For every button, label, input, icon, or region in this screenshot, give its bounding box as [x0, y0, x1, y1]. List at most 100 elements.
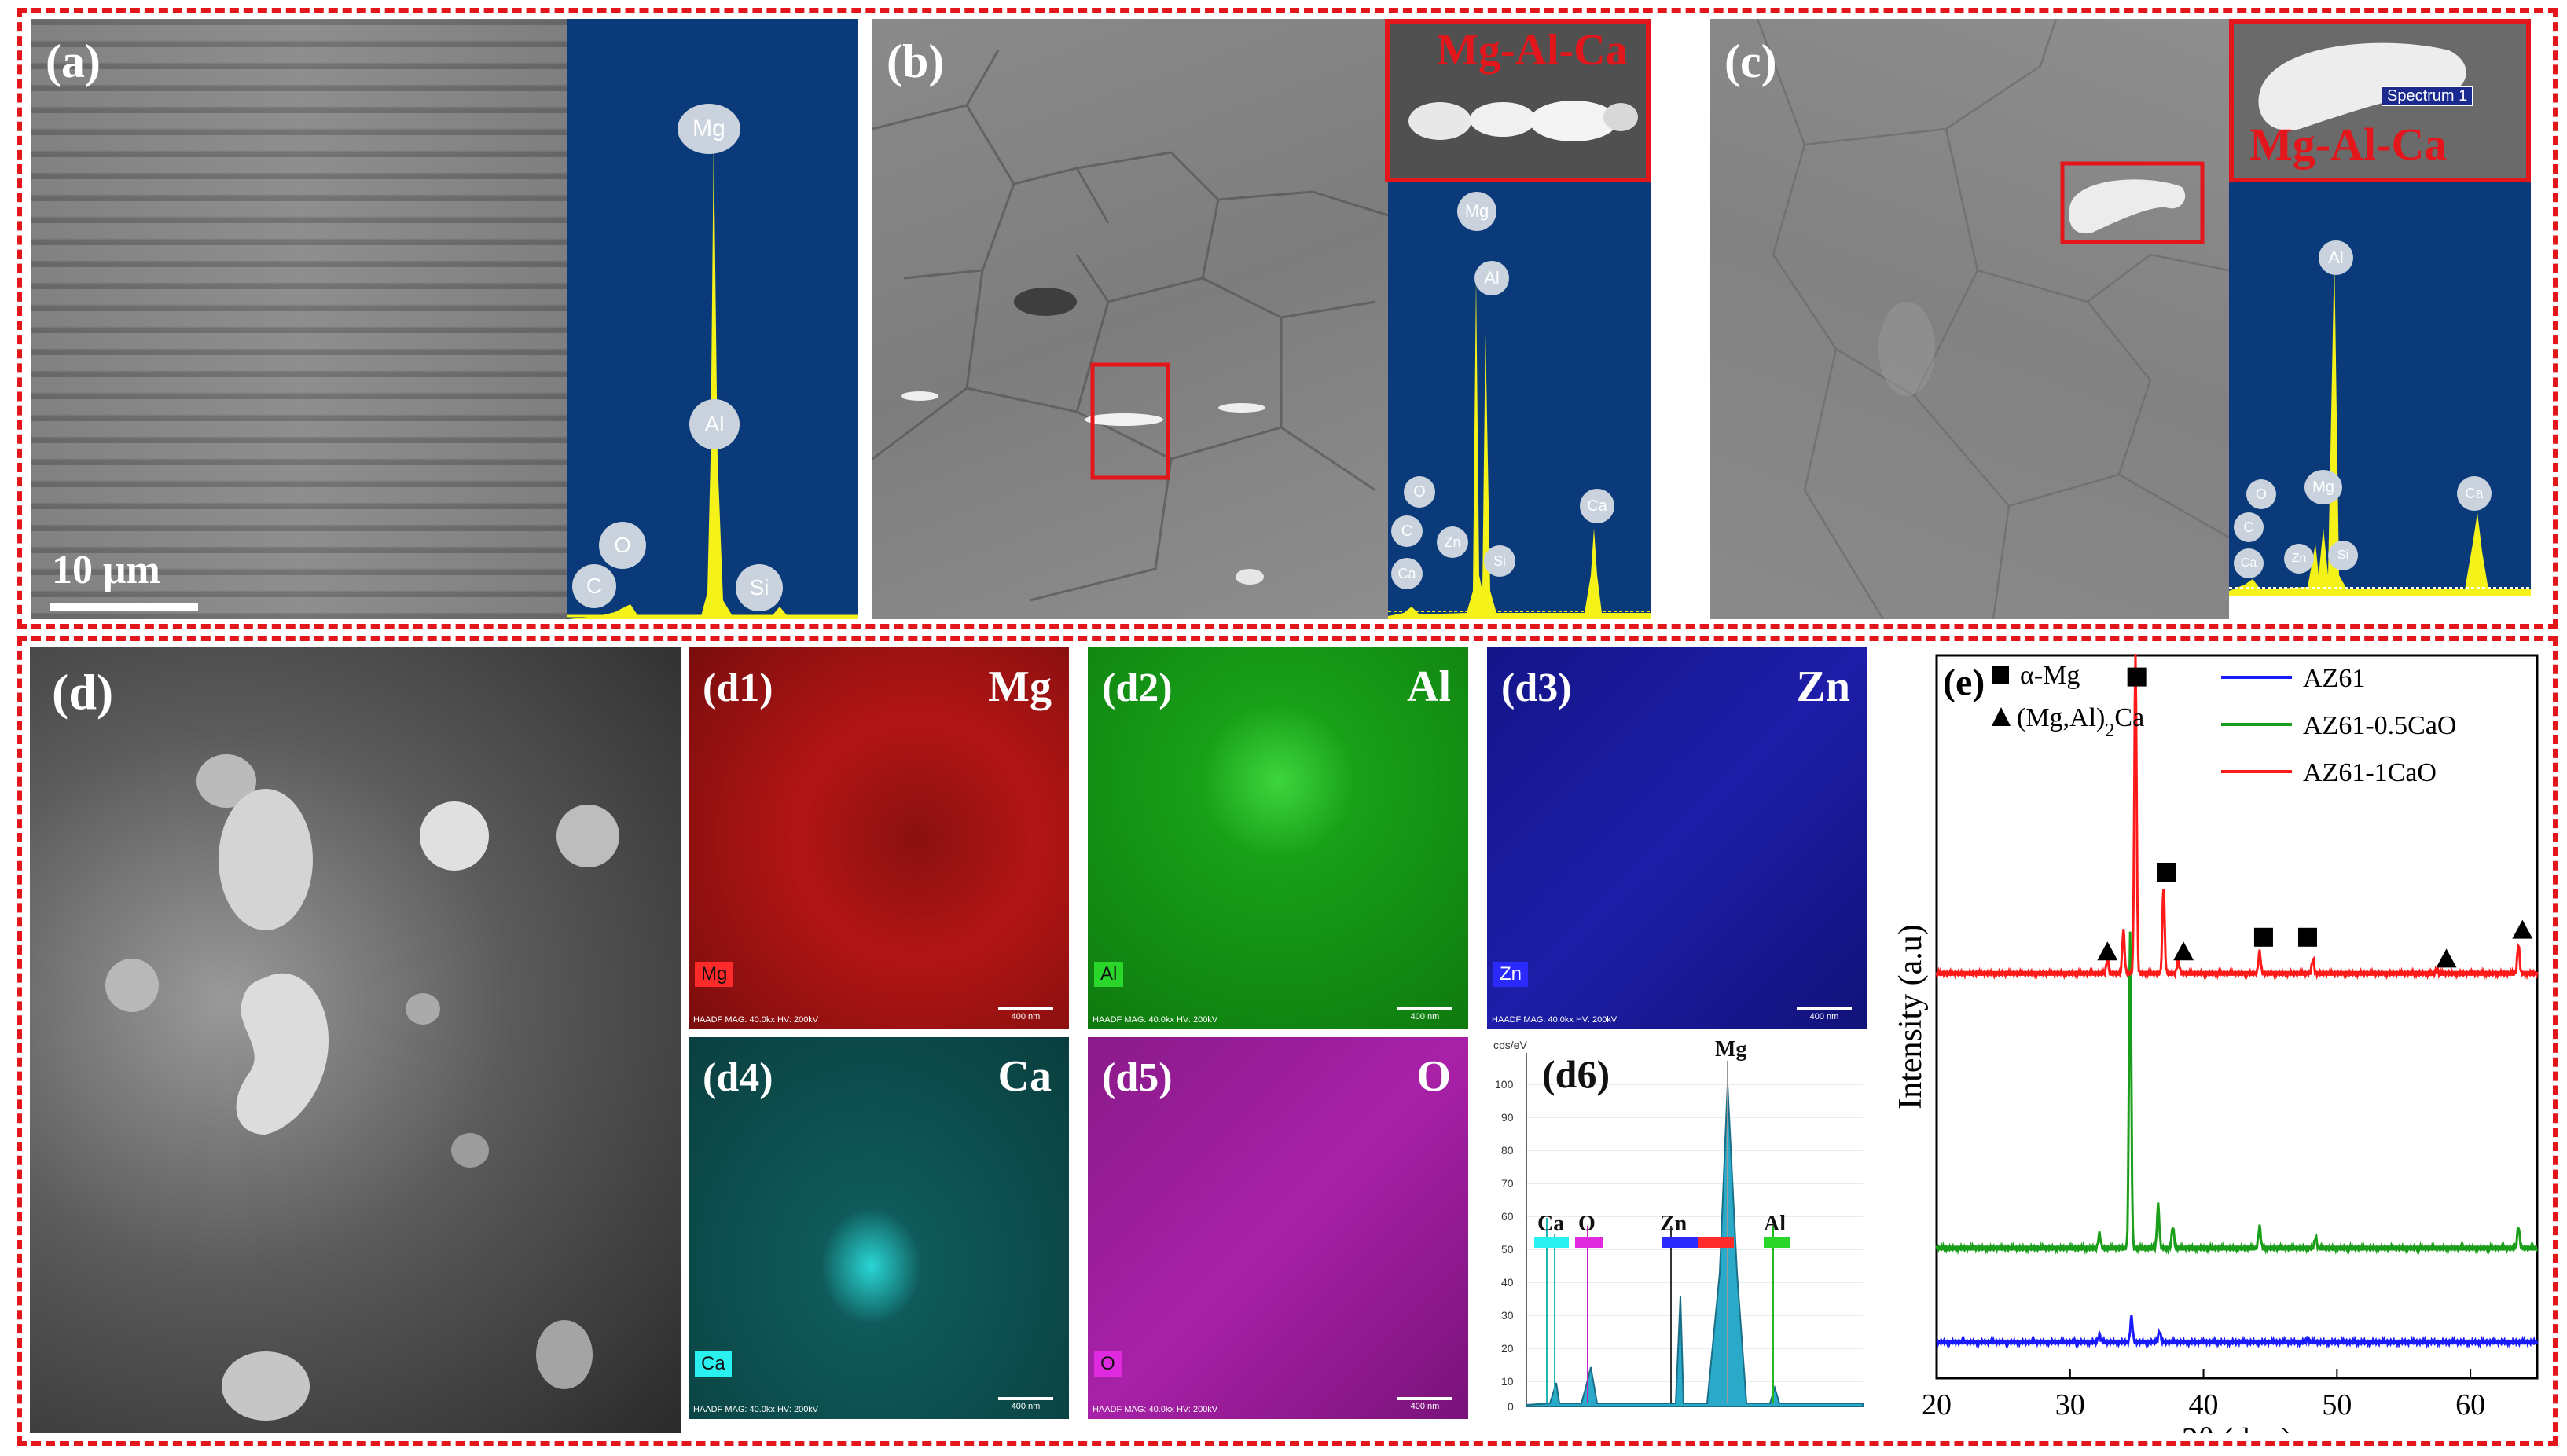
map-d3-label: (d3) [1501, 666, 1572, 710]
map-d3-scale: 400 nm [1797, 1007, 1852, 1021]
xrd-legend-label-0: AZ61 [2303, 664, 2365, 693]
panel-a-eds-svg [567, 137, 858, 619]
map-d5-footer: HAADF MAG: 40.0kx HV: 200kV [1093, 1405, 1218, 1414]
xrd-legend-alpha-mg: α-Mg [2020, 661, 2080, 690]
eds-c-peak-c: C [2234, 512, 2264, 542]
map-d5-o: (d5) O O HAADF MAG: 40.0kx HV: 200kV 400… [1088, 1037, 1468, 1419]
xrd-x-axis-label: 2θ (deg) [2182, 1422, 2292, 1433]
xrd-x-tick-label-1: 30 [2055, 1388, 2085, 1421]
d6-ytick-4: 60 [1501, 1210, 1514, 1223]
panel-b-eds-spectrum: Mg Al O C Ca Zn Si Ca [1388, 182, 1651, 619]
eds-c-peak-ca-high: Ca [2457, 476, 2492, 511]
xrd-series-line-1 [1935, 931, 2539, 1256]
map-d3-tag: Zn [1493, 962, 1529, 987]
panel-b-eds-svg [1388, 277, 1651, 619]
panel-b-label: (b) [887, 35, 945, 87]
map-d3-zn: (d3) Zn Zn HAADF MAG: 40.0kx HV: 200kV 4… [1487, 647, 1867, 1029]
d6-peak-al: Al [1764, 1212, 1786, 1236]
panel-c-spectrum-tag: Spectrum 1 [2382, 86, 2473, 106]
panel-b-sem-image: (b) [872, 19, 1388, 619]
panel-c-label: (c) [1724, 35, 1777, 87]
eds-b-peak-ca-low: Ca [1391, 558, 1423, 589]
panel-a-sem-image: (a) 10 μm [31, 19, 567, 619]
bottom-row-frame [17, 636, 2558, 1446]
panel-d-haadf-image: (d) [30, 647, 681, 1433]
map-d1-element: Mg [988, 662, 1052, 711]
map-d4-tag: Ca [695, 1351, 732, 1377]
xrd-alpha-mg-marker-0 [2127, 667, 2147, 687]
map-d5-tag: O [1094, 1351, 1122, 1377]
xrd-legend-triangle-symbol [1992, 707, 2011, 726]
panel-c-eds-spectrum: Al Mg O C Ca Zn Si Ca [2229, 182, 2531, 596]
xrd-x-tick-label-3: 50 [2322, 1388, 2352, 1421]
eds-a-peak-si: Si [736, 564, 783, 611]
panel-c-eds-floor [2229, 596, 2531, 619]
d6-ytick-1: 90 [1501, 1111, 1514, 1124]
eds-c-peak-mg: Mg [2304, 470, 2342, 504]
xrd-panel-label: (e) [1943, 662, 1985, 703]
d6-ytick-8: 20 [1501, 1342, 1514, 1355]
map-d5-label: (d5) [1102, 1055, 1173, 1100]
xrd-legend-label-1: AZ61-0.5CaO [2303, 711, 2456, 740]
d6-ytick-6: 40 [1501, 1276, 1514, 1289]
d6-peak-o: O [1578, 1212, 1596, 1236]
eds-a-peak-c: C [572, 564, 616, 608]
map-d5-scale: 400 nm [1397, 1397, 1452, 1411]
panel-b-inset-label: Mg-Al-Ca [1437, 26, 1628, 75]
d6-ytick-7: 30 [1501, 1309, 1514, 1322]
eds-b-peak-c: C [1391, 515, 1423, 547]
xrd-ca-phase-marker-1 [2173, 941, 2194, 961]
eds-c-peak-o: O [2246, 479, 2276, 509]
map-d1-footer: HAADF MAG: 40.0kx HV: 200kV [693, 1015, 819, 1025]
d6-ytick-2: 80 [1501, 1144, 1514, 1157]
panel-c-inset-frame [2229, 19, 2531, 182]
d6-peak-ca: Ca [1537, 1212, 1565, 1236]
xrd-ca-phase-marker-0 [2097, 941, 2118, 961]
panel-c-grain-boundaries [1756, 19, 2229, 619]
eds-c-peak-ca-low: Ca [2234, 548, 2264, 578]
map-d1-mg: (d1) Mg Mg HAADF MAG: 40.0kx HV: 200kV 4… [689, 647, 1069, 1029]
panel-d-label: (d) [52, 664, 114, 720]
panel-d-particles [105, 754, 619, 1421]
xrd-legend-square-symbol [1992, 666, 2009, 684]
eds-b-peak-mg: Mg [1457, 192, 1496, 231]
xrd-plot-frame [1935, 654, 2539, 1380]
eds-b-peak-ca-high: Ca [1580, 489, 1614, 523]
xrd-alpha-mg-marker-1 [2157, 863, 2176, 882]
map-d3-element: Zn [1796, 662, 1851, 711]
map-d1-label: (d1) [703, 666, 773, 710]
eds-a-peak-o: O [599, 522, 646, 569]
eds-c-peak-zn: Zn [2284, 544, 2314, 574]
d6-ytick-3: 70 [1501, 1177, 1514, 1190]
xrd-alpha-mg-marker-3 [2297, 927, 2317, 947]
eds-c-peak-si: Si [2328, 541, 2358, 570]
d6-label: (d6) [1542, 1052, 1610, 1096]
map-d2-scale: 400 nm [1397, 1007, 1452, 1021]
eds-b-peak-o: O [1404, 476, 1435, 508]
panel-d6-eds: cps/eV (d6) 100 90 80 70 60 50 40 30 20 … [1487, 1037, 1867, 1419]
xrd-series-line-0 [1936, 1315, 2539, 1349]
d6-ytick-5: 50 [1501, 1243, 1514, 1256]
xrd-x-tick-label-2: 40 [2189, 1388, 2219, 1421]
xrd-series-line-2 [1935, 654, 2539, 981]
map-d1-scale: 400 nm [998, 1007, 1053, 1021]
map-d2-label: (d2) [1102, 666, 1173, 710]
panel-c-sem-image: (c) [1710, 19, 2229, 619]
panel-b-inset-particles [1408, 101, 1638, 141]
xrd-legend-label-2: AZ61-1CaO [2303, 758, 2437, 787]
eds-a-peak-mg: Mg [678, 104, 740, 154]
scale-bar-line [50, 603, 198, 611]
map-d2-footer: HAADF MAG: 40.0kx HV: 200kV [1093, 1015, 1218, 1025]
eds-b-peak-zn: Zn [1437, 526, 1468, 558]
xrd-ca-phase-marker-3 [2512, 919, 2533, 939]
d6-peak-mg: Mg [1715, 1037, 1747, 1062]
map-d4-footer: HAADF MAG: 40.0kx HV: 200kV [693, 1405, 819, 1414]
d6-ytick-0: 100 [1495, 1078, 1514, 1091]
panel-c-inset-label: Mg-Al-Ca [2249, 119, 2448, 170]
map-d4-ca: (d4) Ca Ca HAADF MAG: 40.0kx HV: 200kV 4… [689, 1037, 1069, 1419]
xrd-y-axis-label: Intensity (a.u) [1893, 924, 1929, 1109]
map-d4-label: (d4) [703, 1055, 773, 1100]
map-d3-footer: HAADF MAG: 40.0kx HV: 200kV [1492, 1015, 1618, 1025]
scale-bar-label: 10 μm [52, 548, 160, 592]
xrd-x-tick-label-4: 60 [2455, 1388, 2485, 1421]
